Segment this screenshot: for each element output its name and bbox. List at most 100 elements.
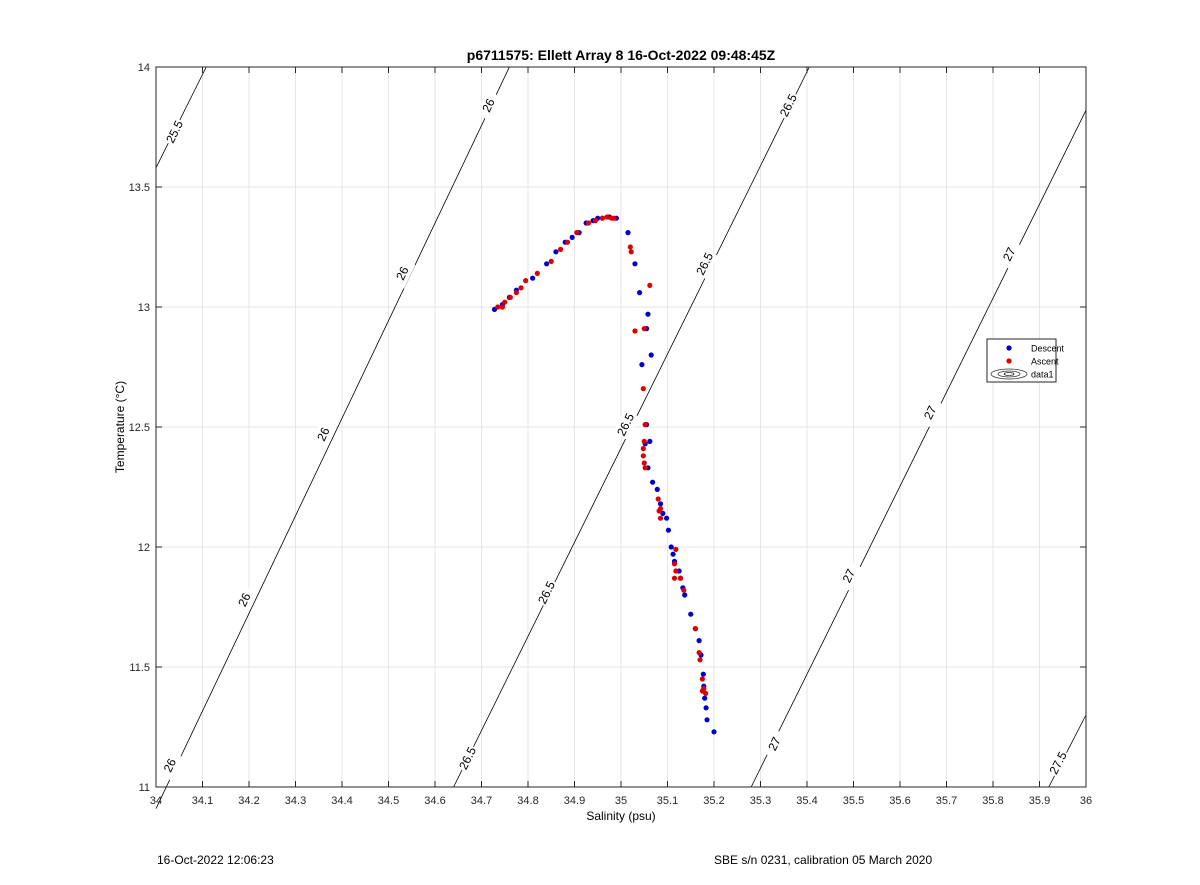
density-label-mask xyxy=(996,239,1023,270)
ascent-point xyxy=(518,285,524,291)
density-label-mask xyxy=(475,90,502,121)
descent-point xyxy=(670,551,676,557)
ascent-point xyxy=(557,246,564,252)
descent-point xyxy=(657,501,664,507)
descent-point xyxy=(625,230,631,236)
descent-point xyxy=(711,729,717,735)
x-axis-label: Salinity (psu) xyxy=(586,809,655,823)
descent-point xyxy=(663,515,670,521)
ascent-point xyxy=(642,422,648,428)
density-contour-line xyxy=(750,110,1087,788)
density-contour-label: 26 xyxy=(479,96,498,114)
descent-point xyxy=(569,234,575,240)
density-label-mask xyxy=(310,419,337,450)
density-contour-label: 27 xyxy=(921,403,940,421)
ascent-point xyxy=(697,657,703,663)
x-tick-label: 35.3 xyxy=(750,795,771,807)
ascent-point xyxy=(641,460,647,466)
legend-entry-label: Ascent xyxy=(1031,357,1059,367)
ascent-point xyxy=(699,688,705,694)
ascent-point xyxy=(495,304,501,310)
ascent-point xyxy=(611,215,617,221)
y-tick-label: 12.5 xyxy=(129,422,150,434)
ascent-point xyxy=(677,575,684,581)
density-contour-line xyxy=(155,66,207,168)
x-tick-label: 35.2 xyxy=(703,795,724,807)
x-tick-label: 34.7 xyxy=(471,795,492,807)
x-tick-label: 35.1 xyxy=(657,795,678,807)
descent-point xyxy=(648,352,654,358)
y-tick-label: 13 xyxy=(138,302,150,314)
ascent-point xyxy=(656,508,662,514)
ascent-point xyxy=(642,465,648,471)
ascent-point xyxy=(699,676,705,682)
x-tick-label: 34.2 xyxy=(238,795,259,807)
ascent-point xyxy=(523,278,529,284)
density-label-mask xyxy=(454,743,481,774)
descent-point xyxy=(700,671,706,677)
ascent-point xyxy=(655,496,661,502)
y-tick-label: 11.5 xyxy=(129,662,150,674)
legend: Descent Ascent data1 xyxy=(986,338,1065,383)
x-tick-label: 34.6 xyxy=(424,795,445,807)
density-label-mask xyxy=(761,728,788,759)
density-label-mask xyxy=(612,409,639,440)
descent-point xyxy=(647,438,653,444)
x-tick-label: 34.1 xyxy=(192,795,213,807)
x-tick-label: 34.4 xyxy=(331,795,352,807)
x-tick-label: 35 xyxy=(615,795,627,807)
descent-point xyxy=(668,544,674,550)
calibration-note: SBE s/n 0231, calibration 05 March 2020 xyxy=(714,853,933,867)
density-label-mask xyxy=(917,397,944,428)
ascent-point xyxy=(548,258,554,264)
ascent-point xyxy=(507,294,513,300)
density-contour-label: 26 xyxy=(314,425,333,443)
legend-contour-marker xyxy=(997,370,1021,378)
density-contour-label: 27 xyxy=(840,566,859,584)
x-tick-label: 36 xyxy=(1080,795,1092,807)
legend-contour-marker xyxy=(1003,372,1015,376)
ascent-point xyxy=(696,650,702,656)
density-contour-label: 27 xyxy=(765,734,784,752)
x-tick-label: 35.5 xyxy=(843,795,864,807)
descent-point xyxy=(632,261,638,267)
descent-point xyxy=(553,249,559,255)
x-tick-label: 35.7 xyxy=(936,795,957,807)
ascent-point xyxy=(627,244,633,250)
legend-entry-label: Descent xyxy=(1031,344,1065,354)
ascent-point xyxy=(640,386,646,392)
descent-point xyxy=(665,527,672,533)
legend-descent-marker xyxy=(1006,345,1012,351)
density-contour-label: 26 xyxy=(393,264,412,282)
ascent-point xyxy=(673,568,679,574)
y-tick-label: 13.5 xyxy=(129,182,150,194)
chart-title: p6711575: Ellett Array 8 16-Oct-2022 09:… xyxy=(467,47,776,63)
ascent-point xyxy=(641,326,647,332)
x-tick-label: 35.4 xyxy=(796,795,817,807)
density-contour-line xyxy=(1048,714,1087,788)
x-tick-label: 34.9 xyxy=(564,795,585,807)
ascent-point xyxy=(681,587,687,593)
ascent-point xyxy=(534,270,540,276)
ascent-point xyxy=(671,561,678,567)
y-tick-label: 12 xyxy=(138,542,150,554)
x-tick-label: 34 xyxy=(150,795,162,807)
density-contour-label: 26 xyxy=(161,756,180,774)
ascent-point xyxy=(641,438,647,444)
density-label-mask xyxy=(835,560,862,591)
data-points xyxy=(491,214,717,735)
ascent-point xyxy=(647,282,653,288)
descent-point xyxy=(639,362,645,368)
print-timestamp: 16-Oct-2022 12:06:23 xyxy=(157,853,274,867)
ascent-point xyxy=(502,299,508,305)
y-axis-label: Temperature (°C) xyxy=(113,381,127,473)
density-contour-line xyxy=(155,66,510,809)
descent-point xyxy=(696,638,702,644)
density-label-mask xyxy=(1045,747,1072,779)
density-contour-label: 26 xyxy=(235,590,254,608)
ascent-point xyxy=(592,218,599,224)
x-tick-label: 34.8 xyxy=(517,795,538,807)
descent-point xyxy=(660,510,666,516)
ascent-point xyxy=(564,239,571,245)
